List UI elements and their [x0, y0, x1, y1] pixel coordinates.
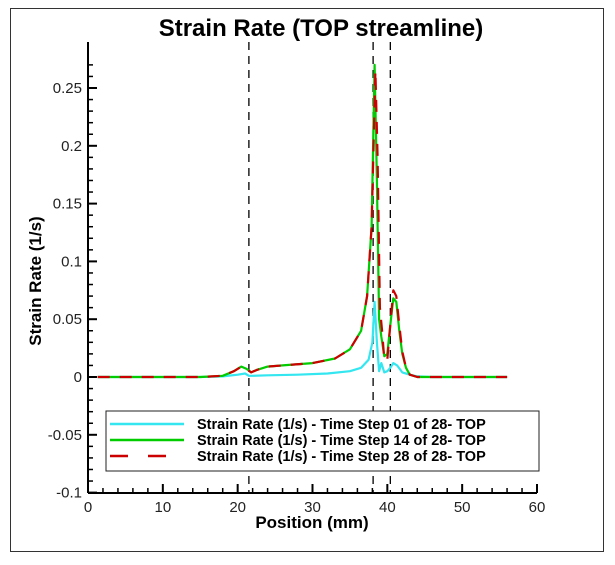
- y-axis-label: Strain Rate (1/s): [26, 216, 45, 345]
- legend-label-1: Strain Rate (1/s) - Time Step 14 of 28- …: [197, 433, 486, 449]
- x-tick-label-2: 20: [229, 499, 246, 516]
- x-tick-label-6: 60: [529, 499, 546, 516]
- x-tick-label-4: 40: [379, 499, 396, 516]
- series-layer: [97, 63, 508, 379]
- y-tick-label-7: 0.25: [53, 80, 82, 97]
- x-tick-label-5: 50: [454, 499, 471, 516]
- x-axis-label: Position (mm): [255, 513, 368, 532]
- x-tick-label-1: 10: [154, 499, 171, 516]
- y-tick-label-4: 0.1: [61, 253, 82, 270]
- y-tick-label-1: -0.05: [48, 427, 82, 444]
- axes: -0.1 -0.05 0 0.05 0.1 0.15 0.2 0.25 0 10 20 30 40 50 6…: [48, 42, 546, 516]
- y-tick-label-3: 0.05: [53, 311, 82, 328]
- y-tick-label-2: 0: [74, 369, 82, 386]
- legend: Strain Rate (1/s) - Time Step 01 of 28- …: [105, 410, 540, 472]
- legend-label-2: Strain Rate (1/s) - Time Step 28 of 28- …: [197, 449, 486, 465]
- series-line-0: [97, 300, 508, 379]
- y-tick-label-6: 0.2: [61, 138, 82, 155]
- y-tick-label-0: -0.1: [56, 485, 82, 502]
- x-tick-label-3: 30: [304, 499, 321, 516]
- series-line-1: [97, 63, 508, 379]
- chart-frame: [10, 8, 604, 552]
- x-tick-label-0: 0: [84, 499, 92, 516]
- y-tick-label-5: 0.15: [53, 196, 82, 213]
- chart-title: Strain Rate (TOP streamline): [159, 15, 484, 42]
- series-line-2: [97, 69, 508, 379]
- legend-label-0: Strain Rate (1/s) - Time Step 01 of 28- …: [197, 417, 486, 433]
